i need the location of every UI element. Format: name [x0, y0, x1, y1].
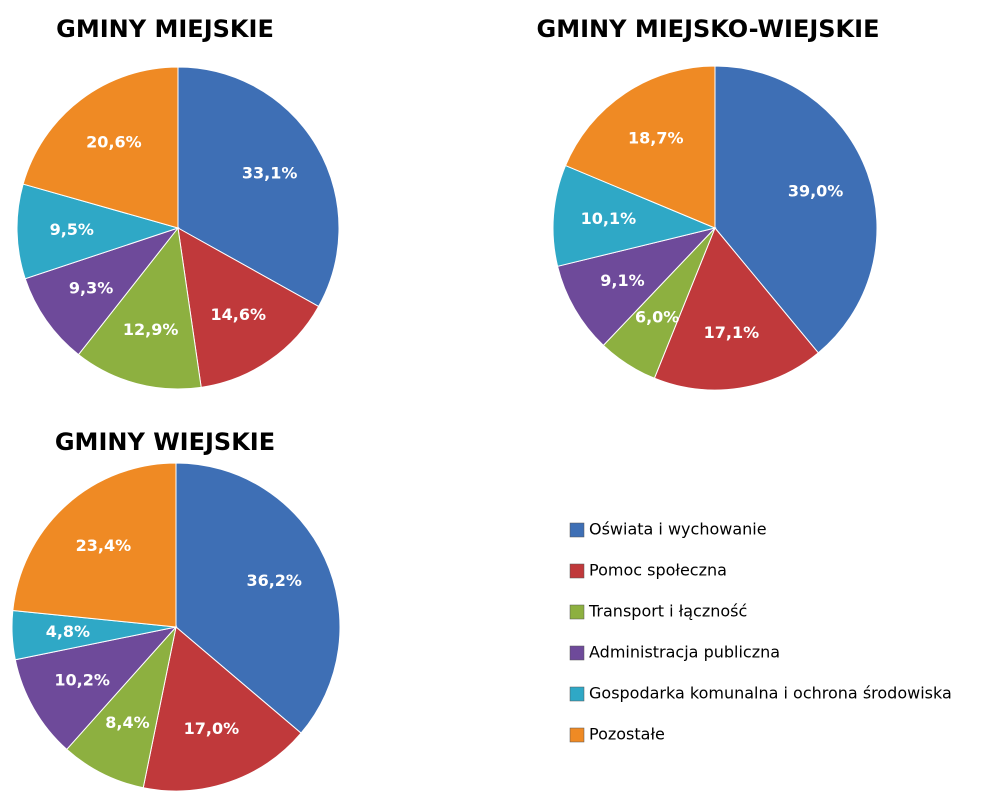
- legend-label: Pozostałe: [589, 725, 665, 744]
- pie-slice: [714, 65, 878, 354]
- pie-slice: [16, 183, 180, 280]
- data-label: 10,2%: [54, 670, 110, 689]
- data-label: 14,6%: [211, 305, 267, 324]
- legend-label: Gospodarka komunalna i ochrona środowisk…: [589, 684, 952, 703]
- chart-title: GMINY WIEJSKIE: [55, 428, 275, 456]
- pie-slice: [22, 66, 179, 229]
- pie-slice: [142, 626, 302, 792]
- legend-label: Transport i łączność: [588, 602, 747, 621]
- data-label: 39,0%: [788, 181, 844, 200]
- legend-swatch: [569, 604, 585, 620]
- legend-swatch: [569, 563, 585, 579]
- legend-label: Pomoc społeczna: [589, 561, 727, 580]
- pie-slice: [14, 626, 178, 751]
- pie-slice: [66, 625, 177, 789]
- pie-slice: [77, 226, 202, 390]
- pie-slice: [653, 227, 819, 391]
- data-label: 9,5%: [50, 220, 94, 239]
- pie-slice: [24, 227, 180, 356]
- data-label: 17,1%: [704, 323, 760, 342]
- pie-slice: [177, 227, 320, 388]
- legend-label: Administracja publiczna: [589, 643, 780, 662]
- chart-title: GMINY MIEJSKO-WIEJSKIE: [537, 15, 880, 43]
- data-label: 36,2%: [246, 571, 302, 590]
- chart-title: GMINY MIEJSKIE: [56, 15, 274, 43]
- pie-slice: [12, 462, 177, 628]
- data-label: 18,7%: [628, 129, 684, 148]
- data-label: 23,4%: [76, 536, 132, 555]
- pie-slice: [175, 462, 341, 734]
- data-label: 10,1%: [581, 209, 637, 228]
- legend-swatch: [569, 727, 585, 743]
- legend-label: Oświata i wychowanie: [589, 520, 767, 539]
- data-label: 9,3%: [69, 279, 113, 298]
- pie-slice: [556, 227, 717, 347]
- legend-swatch: [569, 522, 585, 538]
- legend-swatch: [569, 686, 585, 702]
- data-label: 33,1%: [242, 164, 298, 183]
- data-label: 9,1%: [600, 271, 644, 290]
- data-label: 12,9%: [123, 320, 179, 339]
- legend-swatch: [569, 645, 585, 661]
- data-label: 20,6%: [86, 133, 142, 152]
- pie-slice: [564, 65, 716, 229]
- data-label: 4,8%: [46, 622, 90, 641]
- data-label: 8,4%: [105, 713, 149, 732]
- data-label: 6,0%: [635, 307, 679, 326]
- pie-slice: [552, 164, 717, 267]
- data-label: 17,0%: [184, 719, 240, 738]
- pie-slice: [177, 66, 340, 308]
